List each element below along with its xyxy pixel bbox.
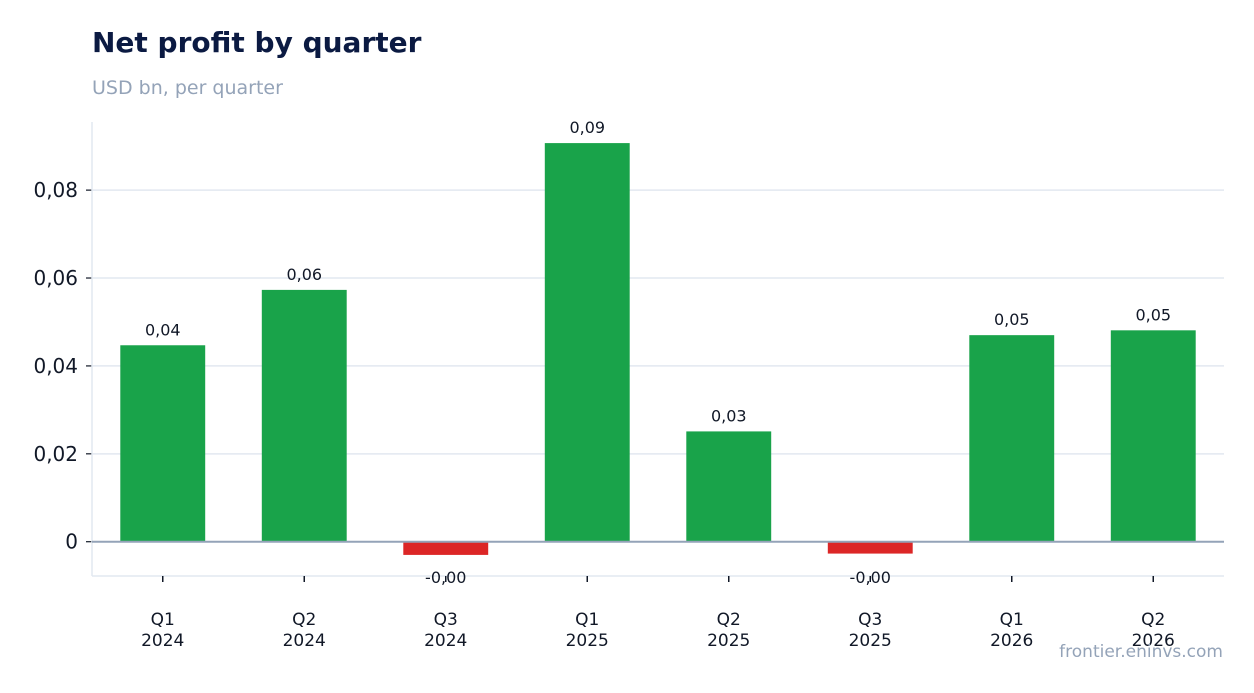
x-tick-label-quarter: Q1 bbox=[151, 610, 175, 630]
y-tick-label: 0,08 bbox=[33, 178, 78, 202]
bar bbox=[686, 431, 772, 542]
x-tick-label-year: 2024 bbox=[283, 631, 326, 651]
x-tick-label-quarter: Q2 bbox=[717, 610, 741, 630]
y-tick-label: 0 bbox=[65, 530, 78, 554]
data-label: 0,05 bbox=[1135, 305, 1171, 324]
x-tick-label-year: 2025 bbox=[566, 631, 609, 651]
bar bbox=[827, 541, 913, 554]
bar bbox=[544, 143, 630, 542]
bar bbox=[120, 345, 206, 542]
x-tick-label-year: 2025 bbox=[707, 631, 750, 651]
source-credit: frontier.eninvs.com bbox=[1059, 642, 1223, 662]
bar bbox=[1110, 330, 1196, 542]
x-tick-label-quarter: Q2 bbox=[292, 610, 316, 630]
x-tick-label-year: 2024 bbox=[141, 631, 184, 651]
y-tick-label: 0,06 bbox=[33, 266, 78, 290]
x-tick-label-quarter: Q3 bbox=[434, 610, 458, 630]
y-tick-label: 0,04 bbox=[33, 354, 78, 378]
bar bbox=[969, 335, 1055, 542]
x-tick-label-quarter: Q3 bbox=[858, 610, 882, 630]
chart-title: Net profit by quarter bbox=[92, 26, 422, 59]
x-tick-label-quarter: Q1 bbox=[1000, 610, 1024, 630]
chart-subtitle: USD bn, per quarter bbox=[92, 77, 283, 99]
x-tick-label-year: 2024 bbox=[424, 631, 467, 651]
data-label: 0,04 bbox=[145, 320, 181, 339]
x-tick-label-quarter: Q2 bbox=[1141, 610, 1165, 630]
x-tick-label-quarter: Q1 bbox=[575, 610, 599, 630]
data-label: 0,05 bbox=[994, 310, 1030, 329]
x-tick-label-year: 2025 bbox=[849, 631, 892, 651]
bar bbox=[261, 289, 347, 542]
data-label: 0,03 bbox=[711, 406, 747, 425]
bar bbox=[403, 541, 489, 555]
data-label: 0,09 bbox=[569, 118, 605, 137]
x-tick-label-year: 2026 bbox=[1132, 631, 1175, 651]
y-tick-label: 0,02 bbox=[33, 442, 78, 466]
x-tick-label-year: 2026 bbox=[990, 631, 1033, 651]
data-label: 0,06 bbox=[286, 265, 322, 284]
